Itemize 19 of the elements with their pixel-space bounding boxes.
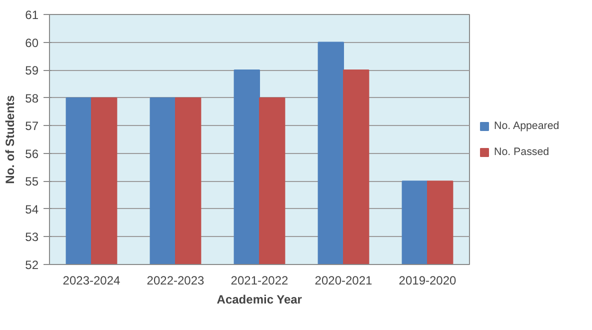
y-tick-label: 58 — [25, 91, 39, 106]
y-tick-label: 55 — [25, 174, 39, 189]
x-tick-label: 2022-2023 — [146, 274, 205, 288]
y-tick-label: 60 — [25, 36, 39, 50]
y-tick-label: 53 — [25, 230, 39, 244]
y-tick-label: 54 — [25, 202, 39, 216]
y-tick-label: 56 — [25, 146, 39, 161]
x-tick-label: 2021-2022 — [230, 274, 289, 288]
x-tick-label: 2023-2024 — [62, 274, 121, 288]
x-axis-title: Academic Year — [216, 292, 302, 306]
x-tick-label: 2019-2020 — [398, 274, 457, 288]
legend-label: No. Passed — [494, 146, 550, 158]
y-tick-label: 52 — [25, 258, 39, 272]
y-axis-title: No. of Students — [3, 94, 18, 184]
y-tick-label: 61 — [25, 8, 39, 22]
legend-label: No. Appeared — [494, 120, 560, 132]
y-tick-label: 59 — [25, 64, 39, 78]
y-tick-label: 57 — [25, 119, 39, 134]
x-tick-label: 2020-2021 — [314, 274, 373, 288]
